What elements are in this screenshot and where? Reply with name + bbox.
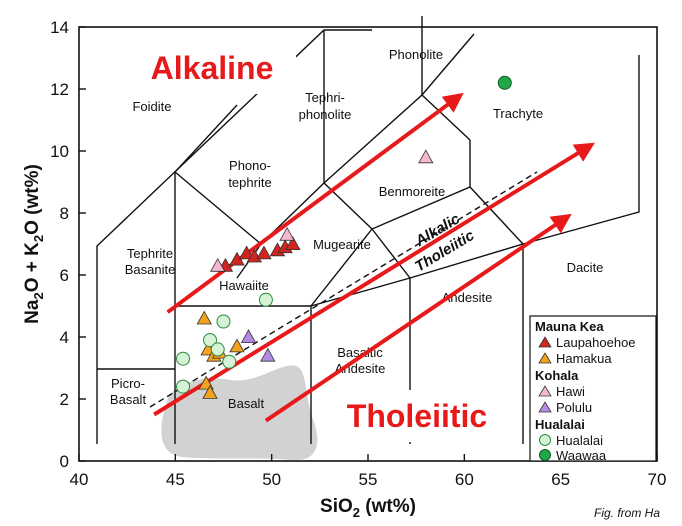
data-point-hualalai: [210, 342, 225, 357]
trend-arrow-1: [166, 92, 464, 314]
x-tick-label: 60: [455, 470, 474, 489]
legend-box: [529, 315, 657, 462]
field-label-trachyte: Trachyte: [493, 106, 543, 121]
y-tick-label: 10: [50, 142, 69, 161]
legend-group-kohala: Kohala: [535, 368, 579, 383]
legend-label-hawi: Hawi: [556, 384, 585, 399]
field-label-benmoreite: Benmoreite: [379, 184, 445, 199]
x-tick-label: 45: [166, 470, 185, 489]
data-point-waawaa: [497, 75, 512, 90]
field-label-dacite: Dacite: [567, 260, 604, 275]
y-tick-label: 8: [60, 204, 69, 223]
field-label-basalt: Basalt: [228, 396, 265, 411]
y-tick-label: 2: [60, 390, 69, 409]
data-point-hamakua: [196, 310, 212, 325]
y-tick-label: 4: [60, 328, 69, 347]
x-tick-label: 50: [262, 470, 281, 489]
field-label-phonolite: Phonolite: [389, 47, 443, 62]
data-point-polulu: [240, 329, 257, 344]
field-label-foidite: Foidite: [132, 99, 171, 114]
data-point-hualalai: [258, 292, 273, 307]
data-point-polulu: [260, 347, 276, 362]
field-labels: Foidite Tephri-phonolite Phonolite Trach…: [110, 47, 604, 411]
alkalic-tholeiitic-divider: [149, 171, 538, 408]
data-point-hawi: [418, 149, 434, 164]
data-point-laupahoehoe: [238, 245, 255, 260]
legend-group-mauna-kea: Mauna Kea: [535, 319, 604, 334]
field-label-tephriphonolite: Tephri-phonolite: [299, 90, 352, 122]
data-point-hawi: [279, 226, 295, 241]
data-point-hualalai: [222, 354, 237, 369]
data-points: [176, 75, 512, 399]
field-label-tephrite-basanite: Tephrite Basanite: [125, 246, 176, 277]
legend-marker-waawaa: [539, 449, 551, 461]
field-label-picrobasalt: Picro-Basalt: [110, 376, 147, 407]
field-label-mugearite: Mugearite: [313, 237, 371, 252]
x-tick-label: 55: [359, 470, 378, 489]
legend-marker-hamakua: [538, 352, 552, 364]
data-point-hamakua: [229, 338, 245, 353]
legend-marker-hualalai: [539, 434, 551, 446]
legend: Mauna Kea Laupahoehoe Hamakua Kohala Haw…: [529, 315, 657, 463]
figure-credit: Fig. from Ha: [594, 506, 660, 520]
legend-group-hualalai: Hualalai: [535, 417, 585, 432]
trend-arrows: [153, 92, 595, 423]
data-point-hualalai: [176, 351, 191, 366]
data-point-laupahoehoe: [285, 236, 301, 251]
tholeiite-field: [161, 365, 318, 461]
y-tick-label: 12: [50, 80, 69, 99]
legend-label-hamakua: Hamakua: [556, 351, 612, 366]
legend-marker-laupahoehoe: [538, 336, 552, 348]
y-tick-label: 6: [60, 266, 69, 285]
data-point-hamakua: [202, 384, 218, 399]
x-tick-label: 40: [70, 470, 89, 489]
axis-ticks: 40 45 50 55 60 65 70 0 2 4 6 8 10 12 14: [50, 18, 666, 489]
legend-label-hualalai: Hualalai: [556, 433, 603, 448]
data-point-hualalai: [203, 333, 218, 348]
tholeiitic-label: Tholeiitic: [347, 398, 487, 434]
legend-marker-hawi: [538, 385, 552, 397]
y-tick-label: 14: [50, 18, 69, 37]
legend-label-waawaa: Waawaa: [556, 448, 607, 463]
y-tick-label: 0: [60, 452, 69, 471]
data-point-laupahoehoe: [256, 245, 272, 260]
data-point-hawi: [210, 257, 226, 272]
field-label-hawaiite: Hawaiite: [219, 278, 269, 293]
x-tick-label: 65: [551, 470, 570, 489]
alkaline-label: Alkaline: [151, 50, 274, 86]
data-point-hualalai: [216, 314, 231, 329]
alkaline-label-box: [128, 42, 296, 94]
x-axis-title: SiO2 (wt%): [320, 496, 416, 520]
legend-marker-polulu: [538, 401, 552, 413]
data-point-hualalai: [176, 379, 191, 394]
legend-label-polulu: Polulu: [556, 400, 592, 415]
trend-arrow-3: [264, 213, 572, 423]
trend-arrow-2: [153, 142, 595, 417]
y-axis-title: Na2O + K2O (wt%): [22, 164, 46, 324]
legend-label-laupahoehoe: Laupahoehoe: [556, 335, 636, 350]
field-label-phonotephrite: Phono-tephrite: [228, 158, 271, 190]
x-tick-label: 70: [648, 470, 667, 489]
tholeiitic-label-box: [328, 390, 506, 442]
